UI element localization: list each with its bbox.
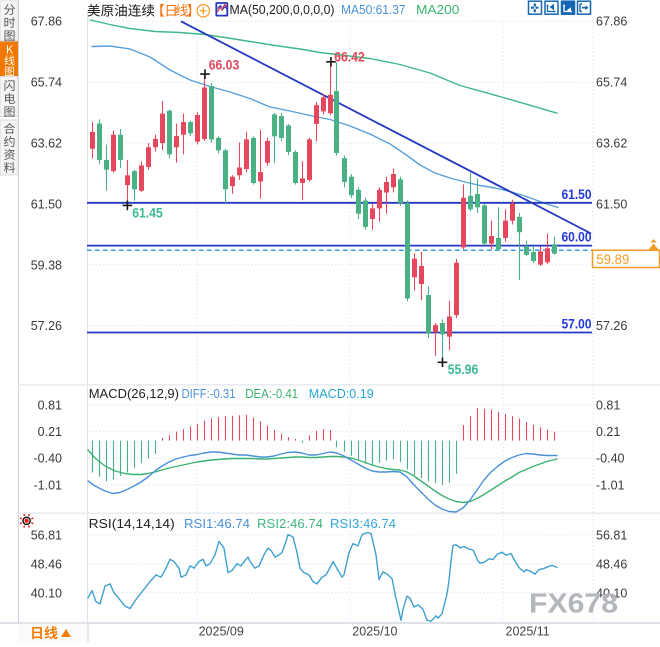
svg-text:MA200: MA200 bbox=[416, 2, 459, 17]
svg-text:0.21: 0.21 bbox=[596, 425, 620, 439]
svg-text:65.74: 65.74 bbox=[31, 76, 62, 90]
svg-text:RSI3:46.74: RSI3:46.74 bbox=[330, 516, 396, 531]
svg-text:57.26: 57.26 bbox=[31, 319, 62, 333]
svg-text:DIFF:-0.31: DIFF:-0.31 bbox=[182, 386, 236, 401]
svg-text:55.96: 55.96 bbox=[448, 362, 479, 377]
svg-text:63.62: 63.62 bbox=[596, 137, 627, 151]
svg-text:67.86: 67.86 bbox=[31, 15, 62, 29]
svg-text:57.00: 57.00 bbox=[562, 316, 592, 332]
svg-text:0.81: 0.81 bbox=[38, 399, 62, 413]
svg-text:MACD(26,12,9): MACD(26,12,9) bbox=[89, 386, 179, 401]
svg-text:40.10: 40.10 bbox=[31, 586, 62, 600]
svg-text:57.26: 57.26 bbox=[596, 319, 627, 333]
svg-text:2025/10: 2025/10 bbox=[352, 625, 397, 639]
svg-text:MA50:61.37: MA50:61.37 bbox=[341, 2, 406, 17]
svg-text:MACD:0.19: MACD:0.19 bbox=[309, 386, 374, 401]
svg-text:RSI2:46.74: RSI2:46.74 bbox=[257, 516, 323, 531]
svg-text:61.50: 61.50 bbox=[31, 197, 62, 211]
svg-text:2025/11: 2025/11 bbox=[506, 625, 550, 639]
svg-text:RSI(14,14,14): RSI(14,14,14) bbox=[89, 516, 175, 531]
svg-text:63.62: 63.62 bbox=[31, 137, 62, 151]
svg-text:59.89: 59.89 bbox=[596, 251, 629, 267]
svg-text:60.00: 60.00 bbox=[562, 229, 592, 245]
svg-text:66.03: 66.03 bbox=[209, 57, 240, 72]
svg-text:-1.01: -1.01 bbox=[596, 479, 625, 493]
svg-text:DEA:-0.41: DEA:-0.41 bbox=[245, 386, 298, 401]
svg-text:RSI1:46.74: RSI1:46.74 bbox=[184, 516, 250, 531]
svg-text:-0.40: -0.40 bbox=[34, 452, 63, 466]
svg-text:0.21: 0.21 bbox=[38, 425, 62, 439]
svg-text:61.50: 61.50 bbox=[596, 197, 627, 211]
svg-text:2025/09: 2025/09 bbox=[199, 625, 244, 639]
svg-text:MA(50,200,0,0,0,0): MA(50,200,0,0,0,0) bbox=[230, 2, 335, 17]
svg-text:-0.40: -0.40 bbox=[596, 452, 625, 466]
svg-text:56.81: 56.81 bbox=[596, 528, 627, 542]
svg-text:56.81: 56.81 bbox=[31, 528, 62, 542]
svg-text:-1.01: -1.01 bbox=[34, 479, 63, 493]
svg-text:48.46: 48.46 bbox=[596, 557, 627, 571]
svg-text:61.45: 61.45 bbox=[132, 205, 163, 220]
svg-text:59.38: 59.38 bbox=[31, 258, 62, 272]
svg-text:61.50: 61.50 bbox=[562, 186, 592, 202]
svg-text:48.46: 48.46 bbox=[31, 557, 62, 571]
svg-text:65.74: 65.74 bbox=[596, 76, 627, 90]
svg-text:FX678: FX678 bbox=[529, 588, 618, 619]
svg-text:0.81: 0.81 bbox=[596, 399, 620, 413]
svg-text:67.86: 67.86 bbox=[596, 15, 627, 29]
svg-text:66.42: 66.42 bbox=[334, 50, 365, 65]
svg-text:40.10: 40.10 bbox=[596, 586, 627, 600]
